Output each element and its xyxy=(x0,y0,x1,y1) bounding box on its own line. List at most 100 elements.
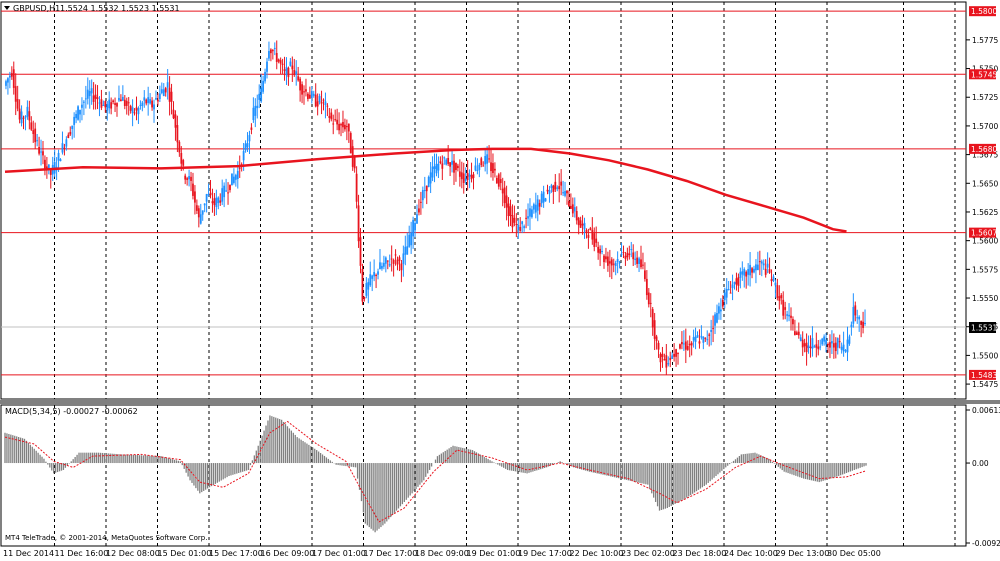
candle-body xyxy=(69,131,72,135)
candle-body xyxy=(682,343,685,345)
candle-body xyxy=(583,222,586,230)
candle-body xyxy=(628,253,631,256)
candle-body xyxy=(832,343,835,348)
candle-body xyxy=(616,258,619,263)
candle-body xyxy=(823,336,826,342)
candle-body xyxy=(246,143,249,148)
candle-body xyxy=(75,113,78,119)
candle-body xyxy=(474,165,477,171)
time-label: 23 Dec 18:00 xyxy=(673,549,727,558)
candle-body xyxy=(727,289,730,291)
candle-body xyxy=(519,226,522,232)
candle-body xyxy=(649,302,652,304)
candle-body xyxy=(772,276,775,281)
candle-body xyxy=(556,187,559,189)
candle-body xyxy=(303,91,305,93)
candle-body xyxy=(295,71,298,75)
candle-body xyxy=(289,61,292,66)
candle-body xyxy=(412,219,414,237)
candle-body xyxy=(57,152,60,161)
candle-body xyxy=(735,278,738,285)
candle-body xyxy=(318,96,321,102)
candle-body xyxy=(692,337,695,341)
candle-body xyxy=(700,335,703,338)
candle-body xyxy=(811,338,814,349)
candle-body xyxy=(838,341,841,343)
price-panel[interactable] xyxy=(0,1,967,400)
candle-body xyxy=(283,69,286,71)
candle-body xyxy=(509,206,512,217)
candle-body xyxy=(316,101,319,107)
macd-axis[interactable]: 0.00613 0.00 -0.00924 xyxy=(966,406,1000,548)
candle-body xyxy=(573,207,576,212)
macd-tick-label: 0.00613 xyxy=(972,406,1000,415)
candle-body xyxy=(277,59,280,62)
candle-body xyxy=(647,292,650,305)
candle-body xyxy=(133,112,136,114)
candle-body xyxy=(499,179,502,184)
candle-body xyxy=(425,185,428,192)
candle-body xyxy=(347,123,350,132)
candle-body xyxy=(61,143,64,153)
candle-body xyxy=(5,81,7,86)
candle-body xyxy=(492,163,494,174)
candle-body xyxy=(784,307,787,310)
candle-body xyxy=(332,123,335,125)
level-label: 1.5607 xyxy=(971,229,997,238)
panel-separator[interactable] xyxy=(0,400,1000,404)
candle-body xyxy=(521,221,524,225)
candle-body xyxy=(190,176,192,181)
candle-body xyxy=(92,95,95,102)
candle-body xyxy=(172,109,175,119)
candle-body xyxy=(793,331,796,335)
triangle-down-icon[interactable] xyxy=(4,6,10,10)
level-label: 1.5745 xyxy=(971,70,997,79)
candle-body xyxy=(328,115,331,119)
candle-body xyxy=(118,97,120,101)
candle-body xyxy=(178,141,181,153)
candle-body xyxy=(731,284,734,289)
candle-body xyxy=(145,99,148,104)
candle-body xyxy=(330,112,333,120)
candle-body xyxy=(655,336,658,341)
candle-body xyxy=(229,184,231,191)
candle-body xyxy=(26,106,29,117)
candle-body xyxy=(297,76,300,81)
candle-body xyxy=(369,274,372,286)
candle-body xyxy=(234,175,237,180)
candle-body xyxy=(143,97,146,101)
candle-body xyxy=(760,261,763,264)
candle-body xyxy=(260,87,263,102)
candle-body xyxy=(386,260,389,262)
candle-body xyxy=(441,163,444,169)
time-label: 29 Dec 13:00 xyxy=(776,549,830,558)
candle-body xyxy=(644,270,646,279)
candle-body xyxy=(377,271,379,275)
time-label: 17 Dec 01:00 xyxy=(312,549,366,558)
candle-body xyxy=(71,125,74,129)
candle-body xyxy=(827,344,829,346)
candle-body xyxy=(507,203,510,216)
candle-body xyxy=(340,124,342,126)
candle-body xyxy=(864,322,866,324)
candle-body xyxy=(686,346,689,350)
price-axis[interactable]: 1.5775 1.5750 1.5725 1.5700 1.5675 1.5650 1.56… xyxy=(966,36,998,389)
candle-body xyxy=(762,263,765,266)
candle-body xyxy=(73,116,76,125)
candle-body xyxy=(416,214,418,224)
candle-body xyxy=(382,262,385,267)
candle-body xyxy=(40,151,42,153)
candle-body xyxy=(546,189,549,192)
candle-body xyxy=(98,102,101,104)
candle-body xyxy=(585,229,588,233)
candle-body xyxy=(577,217,580,226)
candle-body xyxy=(854,305,857,316)
time-label: 12 Dec 08:00 xyxy=(106,549,160,558)
candle-body xyxy=(266,61,268,72)
candle-body xyxy=(12,69,15,88)
candle-body xyxy=(94,94,97,99)
candle-body xyxy=(716,312,718,323)
candle-body xyxy=(472,174,475,178)
